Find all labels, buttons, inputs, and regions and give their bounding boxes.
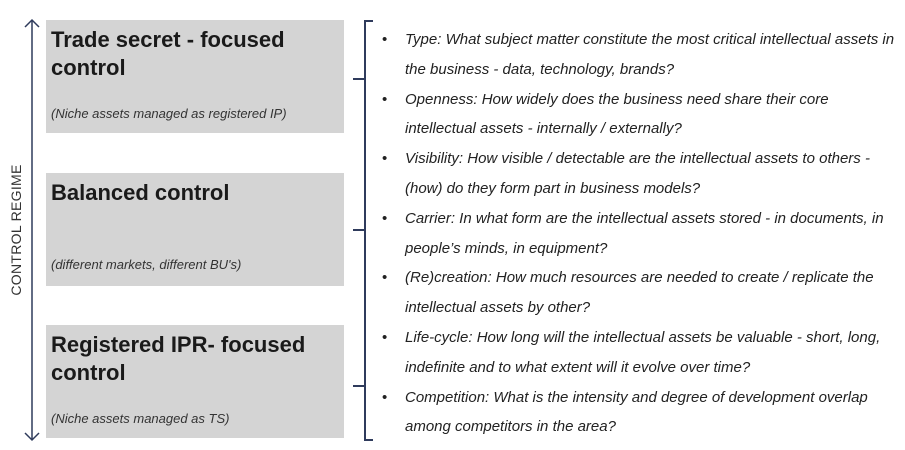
bullet-icon: • [382,90,388,108]
regime-title: Trade secret - focused control [51,27,285,80]
bullet-icon: • [382,388,388,406]
regime-box-registered-ipr: Registered IPR- focused control (Niche a… [46,325,344,438]
bullet-icon: • [382,269,388,287]
criteria-item: • Visibility: How visible / detectable ar… [382,144,895,204]
regime-subtitle: (Niche assets managed as TS) [51,411,230,426]
bullet-icon: • [382,209,388,227]
criteria-item: • (Re)creation: How much resources are ne… [382,263,895,323]
regime-subtitle: (different markets, different BU's) [51,257,242,272]
criteria-item: • Openness: How widely does the business … [382,85,895,145]
bullet-icon: • [382,328,388,346]
criteria-item: • Carrier: In what form are the intellect… [382,204,895,264]
regime-title: Registered IPR- focused control [51,332,306,385]
regime-title: Balanced control [51,180,230,205]
criteria-item: • Life-cycle: How long will the intellect… [382,323,895,383]
regime-subtitle: (Niche assets managed as registered IP) [51,106,287,121]
double-arrow [24,18,40,442]
control-regime-label: CONTROL REGIME [8,164,24,296]
bullet-icon: • [382,31,388,48]
criteria-item: • Type: What subject matter constitute th… [382,25,895,85]
bullet-icon: • [382,150,388,168]
criteria-item: • Competition: What is the intensity and … [382,383,895,443]
regime-box-trade-secret: Trade secret - focused control (Niche as… [46,20,344,133]
criteria-list: • Type: What subject matter constitute th… [382,25,895,442]
regime-box-balanced: Balanced control (different markets, dif… [46,173,344,286]
